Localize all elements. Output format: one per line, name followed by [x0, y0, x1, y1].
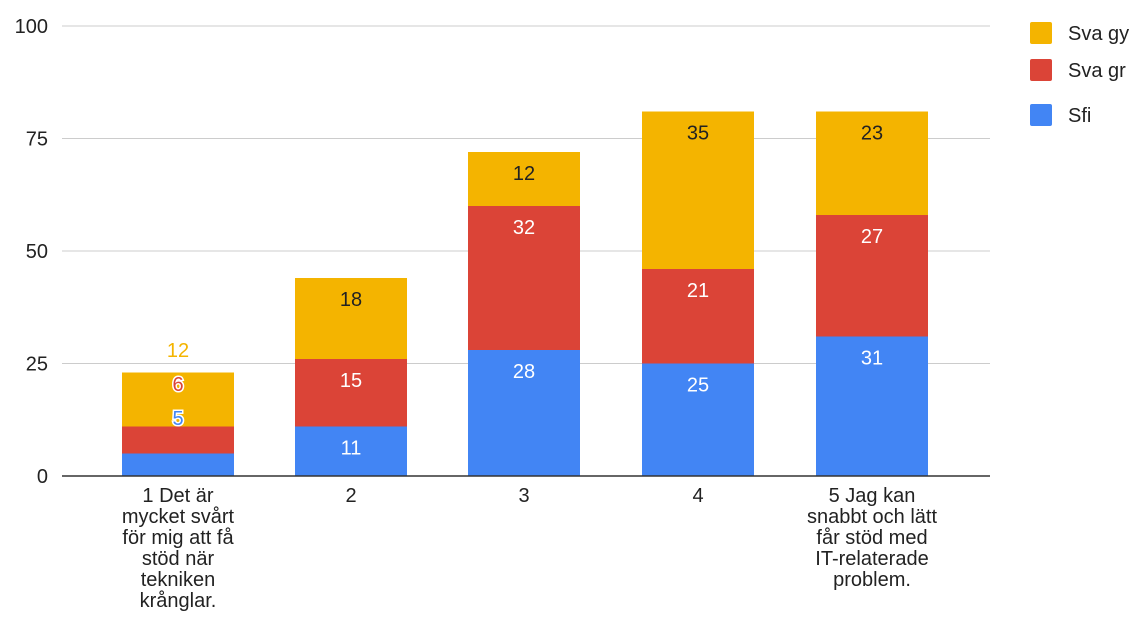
legend-label[interactable]: Sva gr	[1068, 60, 1126, 82]
x-category-label-line: stöd när	[142, 548, 215, 570]
y-tick-label: 100	[15, 16, 48, 38]
x-category-label-line: snabbt och lätt	[807, 506, 938, 528]
bar-segment[interactable]	[642, 363, 754, 477]
data-label: 21	[687, 280, 709, 302]
legend-swatch[interactable]	[1030, 104, 1052, 126]
data-label: 12	[167, 340, 189, 362]
bar-segment[interactable]	[295, 278, 407, 359]
data-label: 35	[687, 123, 709, 145]
y-tick-label: 75	[26, 129, 48, 151]
x-category-label: 5 Jag kan snabbt och lätt får stöd med IT-r…	[807, 485, 938, 591]
data-label: 18	[340, 289, 362, 311]
y-tick-label: 25	[26, 354, 48, 376]
bar-segment[interactable]	[816, 336, 928, 477]
bar-segment[interactable]	[468, 206, 580, 350]
x-category-label-line: mycket svårt	[122, 506, 235, 528]
legend-label[interactable]: Sfi	[1068, 105, 1091, 127]
bar-segment[interactable]	[816, 111, 928, 216]
bar-segment[interactable]	[468, 350, 580, 476]
bar-segment[interactable]	[295, 426, 407, 477]
legend-swatch[interactable]	[1030, 59, 1052, 81]
x-category-label-line: 4	[692, 485, 703, 507]
x-category-label-line: IT-relaterade	[815, 548, 928, 570]
x-category-label-line: 3	[518, 485, 529, 507]
y-tick-label: 0	[37, 466, 48, 488]
y-tick-label: 50	[26, 241, 48, 263]
data-label: 28	[513, 361, 535, 383]
data-label: 31	[861, 348, 883, 370]
bar-segment[interactable]	[642, 269, 754, 364]
data-label: 23	[861, 123, 883, 145]
data-label: 15	[340, 370, 362, 392]
data-label: 27	[861, 226, 883, 248]
data-label: 11	[341, 438, 362, 460]
bar-segment[interactable]	[468, 152, 580, 206]
x-category-label: 1 Det är mycket svårt för mig att få stöd n…	[122, 485, 235, 612]
x-category-label-line: 2	[345, 485, 356, 507]
data-label: 12	[513, 163, 535, 185]
bar-segment[interactable]	[122, 426, 234, 454]
x-category-label-line: krånglar.	[140, 590, 217, 612]
x-category-label: 3	[518, 485, 529, 507]
x-category-label-line: får stöd med	[816, 527, 927, 549]
x-category-label-line: tekniken	[141, 569, 216, 591]
x-category-label: 4	[692, 485, 703, 507]
data-label: 5	[172, 408, 183, 430]
data-label: 6	[172, 374, 183, 396]
x-category-label: 2	[345, 485, 356, 507]
x-category-label-line: 5 Jag kan	[829, 485, 916, 507]
bar-segment[interactable]	[122, 372, 234, 427]
x-category-label-line: problem.	[833, 569, 911, 591]
legend-swatch[interactable]	[1030, 22, 1052, 44]
x-category-label-line: för mig att få	[122, 527, 234, 549]
bar-segment[interactable]	[642, 111, 754, 270]
bar-segment[interactable]	[295, 359, 407, 427]
data-label: 25	[687, 375, 709, 397]
x-category-label-line: 1 Det är	[142, 485, 213, 507]
data-label: 32	[513, 217, 535, 239]
legend-label[interactable]: Sva gy	[1068, 23, 1129, 45]
bar-segment[interactable]	[122, 453, 234, 477]
bar-segment[interactable]	[816, 215, 928, 337]
